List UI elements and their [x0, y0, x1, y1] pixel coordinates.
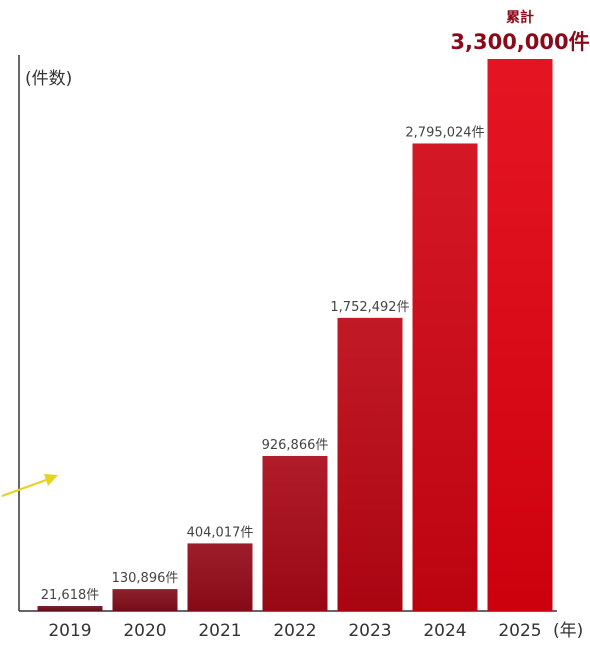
- data-label-2022: 926,866件: [262, 438, 329, 453]
- x-axis-unit-label: (年): [553, 621, 583, 641]
- bar-shade-2019: [37, 606, 103, 611]
- x-tick-label-2019: 2019: [48, 621, 91, 641]
- x-tick-label-2024: 2024: [423, 621, 466, 641]
- x-tick-label-2023: 2023: [348, 621, 391, 641]
- bar-shade-2020: [112, 589, 178, 611]
- x-tick-label-2020: 2020: [123, 621, 166, 641]
- data-label-2023: 1,752,492件: [330, 300, 409, 315]
- cumulative-label: 累計: [506, 9, 534, 26]
- data-label-2019: 21,618件: [41, 588, 100, 603]
- x-tick-label-2025: 2025: [498, 621, 541, 641]
- bar-shade-2021: [187, 543, 253, 611]
- bar-shade-2024: [412, 143, 478, 611]
- cumulative-value: 3,300,000件: [450, 30, 589, 54]
- x-tick-label-2021: 2021: [198, 621, 241, 641]
- bar-shade-2025: [487, 59, 553, 611]
- x-tick-label-2022: 2022: [273, 621, 316, 641]
- y-axis-unit-label: (件数): [25, 69, 72, 89]
- data-label-2021: 404,017件: [187, 525, 254, 540]
- data-label-2024: 2,795,024件: [405, 125, 484, 140]
- data-label-2020: 130,896件: [112, 571, 179, 586]
- bar-shade-2023: [337, 317, 403, 611]
- decorative-arrow-icon: [1, 474, 58, 497]
- bar-shade-2022: [262, 455, 328, 611]
